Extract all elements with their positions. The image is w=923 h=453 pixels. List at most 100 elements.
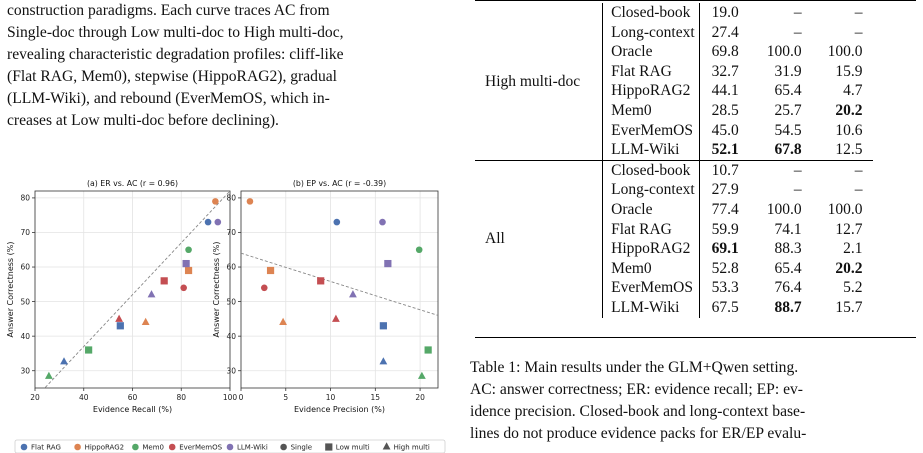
ep-value: 20.2 bbox=[835, 259, 863, 277]
method-cell: HippoRAG2 bbox=[602, 239, 700, 259]
ac-value: 52.8 bbox=[711, 259, 739, 277]
er-value: 67.8 bbox=[774, 141, 802, 159]
ep-value: 20.2 bbox=[835, 101, 863, 119]
data-point bbox=[415, 246, 423, 254]
er-cell: 31.9 bbox=[743, 62, 806, 82]
ac-cell: 52.1 bbox=[699, 140, 743, 160]
ep-cell: 20.2 bbox=[806, 101, 873, 121]
table-bottom-rule bbox=[475, 337, 916, 338]
ep-cell: 10.6 bbox=[806, 121, 873, 141]
method-cell: Oracle bbox=[602, 42, 700, 62]
method-cell: Flat RAG bbox=[602, 61, 700, 82]
results-table: High multi-doc Closed-book 19.0 – – Long-cont… bbox=[475, 3, 873, 318]
method-value: Oracle bbox=[611, 200, 653, 218]
data-point bbox=[424, 346, 432, 354]
method-value: LLM-Wiki bbox=[611, 141, 680, 159]
ac-value: 10.7 bbox=[711, 161, 739, 179]
setting-cell: High multi-doc bbox=[475, 3, 604, 161]
y-tick-label: 30 bbox=[20, 366, 30, 375]
table-caption: Table 1: Main results under the GLM+Qwen… bbox=[470, 357, 916, 445]
ep-value: 12.7 bbox=[835, 220, 863, 238]
er-value: 65.4 bbox=[774, 259, 802, 277]
method-cell: EverMemOS bbox=[602, 278, 700, 298]
data-point bbox=[60, 357, 68, 365]
data-point bbox=[349, 290, 357, 298]
chart-title: (b) EP vs. AC (r = -0.39) bbox=[293, 179, 386, 188]
y-tick-label: 80 bbox=[20, 194, 30, 203]
y-tick-label: 30 bbox=[226, 366, 236, 375]
er-cell: 25.7 bbox=[743, 101, 806, 121]
er-value: 31.9 bbox=[774, 62, 802, 80]
data-point bbox=[260, 284, 268, 292]
er-cell: 88.7 bbox=[743, 298, 806, 318]
method-value: Mem0 bbox=[611, 259, 652, 277]
data-point bbox=[185, 246, 192, 254]
ep-cell: 12.5 bbox=[806, 140, 873, 160]
table-row: HippoRAG2 44.1 65.4 4.7 bbox=[475, 81, 873, 101]
legend-label: Mem0 bbox=[142, 444, 164, 452]
ac-cell: 59.9 bbox=[699, 220, 743, 240]
ac-value: 27.4 bbox=[711, 23, 739, 41]
ac-cell: 27.9 bbox=[699, 180, 743, 200]
table-row: LLM-Wiki 52.1 67.8 12.5 bbox=[475, 140, 873, 161]
paragraph-line: construction paradigms. Each curve trace… bbox=[7, 2, 330, 19]
ac-cell: 69.8 bbox=[699, 42, 743, 62]
method-value: Closed-book bbox=[611, 4, 691, 21]
er-cell: 76.4 bbox=[743, 278, 806, 298]
ac-value: 45.0 bbox=[711, 121, 739, 139]
paragraph-line: revealing characteristic degradation pro… bbox=[7, 46, 344, 63]
legend-label: Flat RAG bbox=[31, 444, 61, 452]
x-tick-label: 10 bbox=[326, 393, 336, 402]
ep-cell: 2.1 bbox=[806, 239, 873, 259]
y-tick-label: 80 bbox=[226, 194, 236, 203]
data-point bbox=[160, 277, 168, 285]
legend-marker bbox=[20, 443, 28, 451]
legend-label: EverMemOS bbox=[179, 444, 222, 452]
data-point bbox=[182, 259, 190, 268]
ep-value: 100.0 bbox=[827, 43, 863, 61]
ep-value: 5.2 bbox=[843, 279, 863, 297]
caption-line: idence precision. Closed-book and long-c… bbox=[470, 403, 806, 420]
data-point bbox=[214, 218, 222, 226]
x-tick-label: 20 bbox=[415, 393, 425, 402]
data-point bbox=[384, 259, 392, 268]
table-row: Long-context 27.4 – – bbox=[475, 22, 873, 43]
ep-cell: 15.7 bbox=[806, 298, 873, 318]
paragraph-line: Single-doc through Low multi-doc to High… bbox=[7, 24, 344, 41]
method-cell: Flat RAG bbox=[602, 219, 700, 240]
table-row: Oracle 77.4 100.0 100.0 bbox=[475, 199, 873, 220]
method-value: EverMemOS bbox=[611, 121, 693, 139]
data-point bbox=[333, 218, 341, 226]
ep-value: – bbox=[854, 181, 863, 199]
ep-cell: 12.7 bbox=[806, 220, 873, 240]
method-value: HippoRAG2 bbox=[611, 82, 691, 100]
er-value: – bbox=[793, 23, 802, 41]
x-tick-label: 40 bbox=[79, 393, 89, 402]
er-cell: – bbox=[743, 3, 806, 23]
data-point bbox=[184, 266, 193, 275]
legend-label: High multi bbox=[394, 444, 430, 452]
method-cell: Oracle bbox=[602, 199, 700, 220]
table-row: Flat RAG 59.9 74.1 12.7 bbox=[475, 219, 873, 240]
er-value: 74.1 bbox=[774, 220, 802, 238]
legend-marker bbox=[325, 443, 333, 451]
x-tick-label: 60 bbox=[128, 393, 138, 402]
data-point bbox=[379, 322, 387, 330]
ac-value: 69.8 bbox=[711, 43, 739, 61]
ac-value: 19.0 bbox=[711, 4, 739, 21]
data-point bbox=[116, 322, 124, 330]
ep-cell: 5.2 bbox=[806, 278, 873, 298]
ac-value: 52.1 bbox=[711, 141, 739, 159]
ac-value: 59.9 bbox=[711, 220, 739, 238]
x-tick-label: 5 bbox=[283, 393, 288, 402]
er-cell: 88.3 bbox=[743, 239, 806, 259]
table-row: HippoRAG2 69.1 88.3 2.1 bbox=[475, 239, 873, 259]
er-value: – bbox=[793, 4, 802, 21]
trend-line bbox=[241, 252, 438, 316]
caption-line: AC: answer correctness; ER: evidence rec… bbox=[470, 381, 803, 398]
method-cell: Long-context bbox=[602, 180, 700, 200]
y-axis-label: Answer Correctness (%) bbox=[6, 242, 15, 338]
table-row: EverMemOS 45.0 54.5 10.6 bbox=[475, 120, 873, 141]
legend-label: HippoRAG2 bbox=[85, 444, 125, 452]
y-tick-label: 40 bbox=[226, 332, 236, 341]
